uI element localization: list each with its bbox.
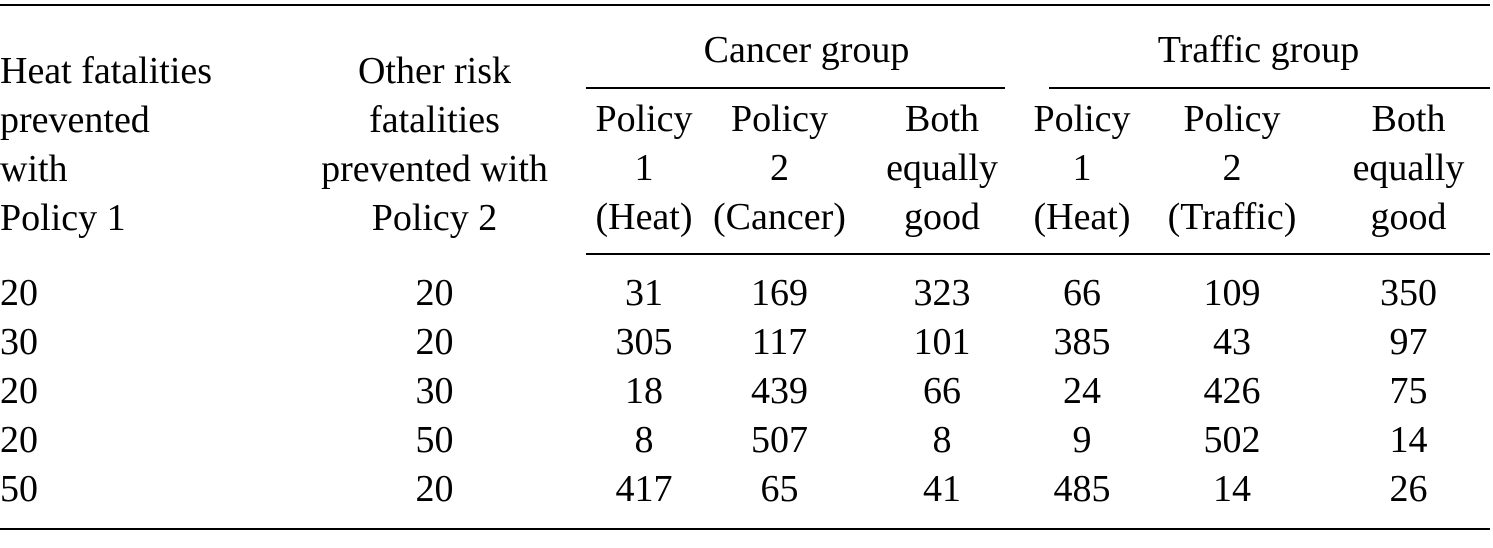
table-row: 30 20 305 117 101 385 43 97: [0, 318, 1490, 367]
cell-other-fatalities: 20: [415, 321, 454, 363]
cell-traffic-policy2: 43: [1213, 321, 1251, 363]
table-row: 20 30 18 439 66 24 426 75: [0, 367, 1490, 416]
table-row: 20 20 31 169 323 66 109 350: [0, 254, 1490, 318]
cell-traffic-policy1: 385: [1053, 321, 1111, 363]
cell-other-fatalities: 20: [415, 272, 454, 314]
cell-cancer-policy1: 305: [615, 321, 673, 363]
cell-traffic-policy2: 109: [1203, 272, 1261, 314]
cell-heat-fatalities: 30: [0, 321, 38, 363]
header-group-cancer: Cancer group: [586, 4, 1027, 89]
cell-cancer-policy2: 117: [751, 321, 808, 363]
cell-other-fatalities: 30: [415, 370, 454, 412]
header-other-risk-fatalities-policy2: Other risk fatalities prevented with Pol…: [283, 4, 586, 254]
cell-traffic-policy2: 14: [1137, 465, 1327, 530]
cell-traffic-policy2: 426: [1203, 370, 1261, 412]
header-group-traffic: Traffic group: [1027, 4, 1490, 89]
table-row: 50 20 417 65 41 485 14 26: [0, 465, 1490, 530]
cell-cancer-policy2: 507: [751, 419, 808, 461]
header-cancer-policy2: Policy 2 (Cancer): [702, 89, 857, 255]
cell-heat-fatalities: 50: [0, 465, 283, 530]
cell-cancer-both: 41: [857, 465, 1027, 530]
cell-cancer-policy1: 417: [586, 465, 702, 530]
cell-cancer-policy2: 65: [702, 465, 857, 530]
cell-traffic-both: 350: [1380, 272, 1437, 314]
table-row: 20 50 8 507 8 9 502 14: [0, 416, 1490, 465]
cell-heat-fatalities: 20: [0, 370, 38, 412]
cell-heat-fatalities: 20: [0, 272, 38, 314]
cell-heat-fatalities: 20: [0, 419, 38, 461]
cell-traffic-both: 97: [1389, 321, 1428, 363]
header-traffic-policy2: Policy 2 (Traffic): [1137, 89, 1327, 255]
cell-cancer-policy2: 169: [751, 272, 808, 314]
cell-traffic-both: 14: [1389, 419, 1428, 461]
header-heat-fatalities-policy1: Heat fatalities prevented with Policy 1: [0, 4, 283, 254]
cell-cancer-both: 8: [932, 419, 952, 461]
cell-cancer-both: 101: [913, 321, 971, 363]
cell-cancer-policy1: 18: [625, 370, 663, 412]
policy-preference-table: Heat fatalities prevented with Policy 1 …: [0, 4, 1490, 530]
header-cancer-policy1: Policy 1 (Heat): [586, 89, 702, 255]
cell-other-fatalities: 20: [283, 465, 586, 530]
cell-other-fatalities: 50: [415, 419, 454, 461]
cell-traffic-policy1: 9: [1072, 419, 1092, 461]
cell-cancer-both: 323: [913, 272, 971, 314]
header-cancer-both: Both equally good: [857, 89, 1027, 255]
cell-traffic-both: 26: [1327, 465, 1490, 530]
cell-traffic-policy2: 502: [1203, 419, 1261, 461]
cell-cancer-policy1: 31: [625, 272, 663, 314]
cell-cancer-policy1: 8: [634, 419, 654, 461]
cell-traffic-policy1: 485: [1027, 465, 1137, 530]
header-traffic-both: Both equally good: [1327, 89, 1490, 255]
cell-traffic-policy1: 66: [1063, 272, 1101, 314]
header-traffic-policy1: Policy 1 (Heat): [1027, 89, 1137, 255]
cell-cancer-policy2: 439: [751, 370, 808, 412]
cell-traffic-both: 75: [1389, 370, 1428, 412]
cell-traffic-policy1: 24: [1063, 370, 1101, 412]
cell-cancer-both: 66: [923, 370, 961, 412]
